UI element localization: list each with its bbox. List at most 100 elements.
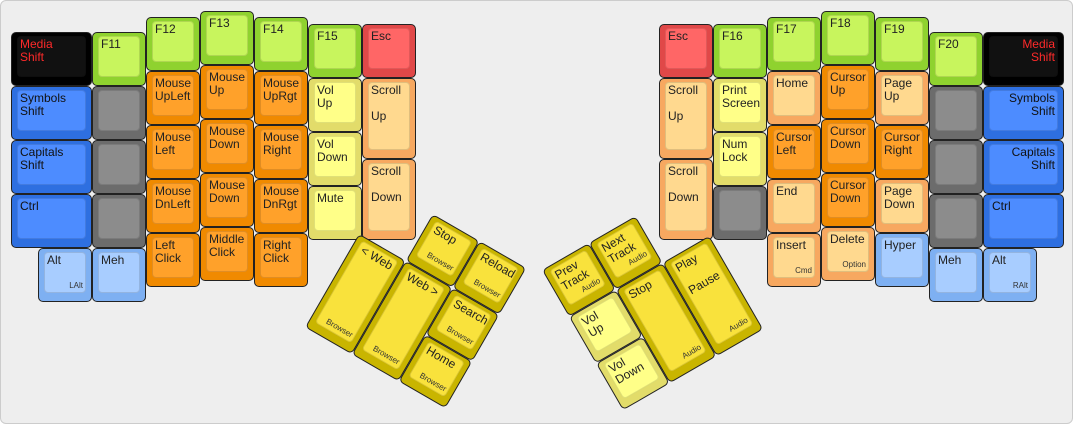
key-meh[interactable]: Meh	[929, 248, 983, 302]
key-label: Esc	[668, 29, 689, 43]
key-label: F12	[155, 22, 176, 36]
key-f18[interactable]: F18	[821, 11, 875, 65]
key-scroll-down[interactable]: Scroll Down	[659, 159, 713, 240]
key-right-click[interactable]: Right Click	[254, 233, 308, 287]
key-page-down[interactable]: Page Down	[875, 179, 929, 233]
key-cap-face	[881, 183, 923, 224]
key-capitals-shift[interactable]: Capitals Shift	[983, 140, 1064, 194]
key-cap-face	[314, 190, 356, 231]
key-cursor-right[interactable]: Cursor Right	[875, 125, 929, 179]
key-f16[interactable]: F16	[713, 24, 767, 78]
key-scroll-up[interactable]: Scroll Up	[659, 78, 713, 159]
key-f17[interactable]: F17	[767, 17, 821, 71]
key-cursor-left[interactable]: Cursor Left	[767, 125, 821, 179]
key-mouse-left[interactable]: Mouse Left	[146, 125, 200, 179]
key-label: Media Shift	[1022, 37, 1055, 64]
key-label: Mouse UpRgt	[263, 76, 300, 103]
key-f19[interactable]: F19	[875, 17, 929, 71]
key-insert[interactable]: Insert Cmd	[767, 233, 821, 287]
key-label: Middle Click	[209, 232, 245, 259]
key-mute[interactable]: Mute	[308, 186, 362, 240]
key-cap-face	[827, 177, 869, 218]
key-home[interactable]: Home	[767, 71, 821, 125]
key-blank[interactable]	[92, 140, 146, 194]
key-middle-click[interactable]: Middle Click	[200, 227, 254, 281]
key-f20[interactable]: F20	[929, 32, 983, 86]
key-label: Mute	[317, 191, 344, 205]
key-scroll-down[interactable]: Scroll Down	[362, 159, 416, 240]
key-capitals-shift[interactable]: Capitals Shift	[11, 140, 92, 194]
key-cap-face	[827, 15, 869, 56]
key-alt[interactable]: Alt LAlt	[38, 248, 92, 302]
key-blank[interactable]	[92, 86, 146, 140]
key-cap-face	[44, 252, 86, 293]
key-mouse-uprgt[interactable]: Mouse UpRgt	[254, 71, 308, 125]
key-label: Alt	[47, 253, 62, 267]
key-cursor-down[interactable]: Cursor Down	[821, 119, 875, 173]
key-cap-face	[773, 75, 815, 116]
key-esc[interactable]: Esc	[362, 24, 416, 78]
key-label: Capitals Shift	[1011, 145, 1055, 172]
key-symbols-shift[interactable]: Symbols Shift	[11, 86, 92, 140]
key-cap-face	[773, 21, 815, 62]
key-label: F18	[830, 16, 851, 30]
key-page-up[interactable]: Page Up	[875, 71, 929, 125]
key-label: Vol Down	[317, 137, 348, 164]
key-alt[interactable]: Alt RAlt	[983, 248, 1037, 302]
key-mouse-down[interactable]: Mouse Down	[200, 119, 254, 173]
key-blank[interactable]	[713, 186, 767, 240]
key-blank[interactable]	[929, 140, 983, 194]
key-cap-face	[368, 28, 410, 69]
key-cap-face	[935, 144, 977, 185]
key-cap-face	[152, 237, 194, 278]
key-esc[interactable]: Esc	[659, 24, 713, 78]
key-label: Cursor Down	[830, 124, 867, 151]
key-f11[interactable]: F11	[92, 32, 146, 86]
key-mouse-up[interactable]: Mouse Up	[200, 65, 254, 119]
key-cap-face	[935, 90, 977, 131]
key-label: F11	[101, 37, 121, 51]
key-mouse-down[interactable]: Mouse Down	[200, 173, 254, 227]
key-cap-face	[368, 163, 410, 231]
key-f13[interactable]: F13	[200, 11, 254, 65]
key-vol-down[interactable]: Vol Down	[308, 132, 362, 186]
key-cap-face	[206, 123, 248, 164]
key-print-screen[interactable]: Print Screen	[713, 78, 767, 132]
key-media-shift[interactable]: Media Shift	[983, 32, 1064, 86]
key-label: End	[776, 184, 798, 198]
key-mouse-dnrgt[interactable]: Mouse DnRgt	[254, 179, 308, 233]
key-mouse-upleft[interactable]: Mouse UpLeft	[146, 71, 200, 125]
key-num-lock[interactable]: Num Lock	[713, 132, 767, 186]
key-mouse-right[interactable]: Mouse Right	[254, 125, 308, 179]
key-ctrl[interactable]: Ctrl	[11, 194, 92, 248]
key-cap-face	[773, 183, 815, 224]
key-vol-up[interactable]: Vol Up	[308, 78, 362, 132]
key-label: F15	[317, 29, 338, 43]
key-media-shift[interactable]: Media Shift	[11, 32, 92, 86]
key-label: Alt	[992, 253, 1007, 267]
key-f12[interactable]: F12	[146, 17, 200, 71]
key-cursor-down[interactable]: Cursor Down	[821, 173, 875, 227]
key-blank[interactable]	[929, 86, 983, 140]
key-label: Ctrl	[20, 199, 39, 213]
key-hyper[interactable]: Hyper	[875, 233, 929, 287]
key-delete[interactable]: Delete Option	[821, 227, 875, 281]
key-blank[interactable]	[92, 194, 146, 248]
key-meh[interactable]: Meh	[92, 248, 146, 302]
key-label: F14	[263, 22, 284, 36]
key-ctrl[interactable]: Ctrl	[983, 194, 1064, 248]
key-scroll-up[interactable]: Scroll Up	[362, 78, 416, 159]
key-label: Ctrl	[992, 199, 1011, 213]
key-cursor-up[interactable]: Cursor Up	[821, 65, 875, 119]
key-mouse-dnleft[interactable]: Mouse DnLeft	[146, 179, 200, 233]
key-f14[interactable]: F14	[254, 17, 308, 71]
key-f15[interactable]: F15	[308, 24, 362, 78]
key-label: Capitals Shift	[20, 145, 64, 172]
key-symbols-shift[interactable]: Symbols Shift	[983, 86, 1064, 140]
key-label: Page Down	[884, 184, 915, 211]
key-cap-face	[98, 36, 140, 77]
key-end[interactable]: End	[767, 179, 821, 233]
key-blank[interactable]	[929, 194, 983, 248]
key-label: Print Screen	[722, 83, 761, 110]
key-left-click[interactable]: Left Click	[146, 233, 200, 287]
